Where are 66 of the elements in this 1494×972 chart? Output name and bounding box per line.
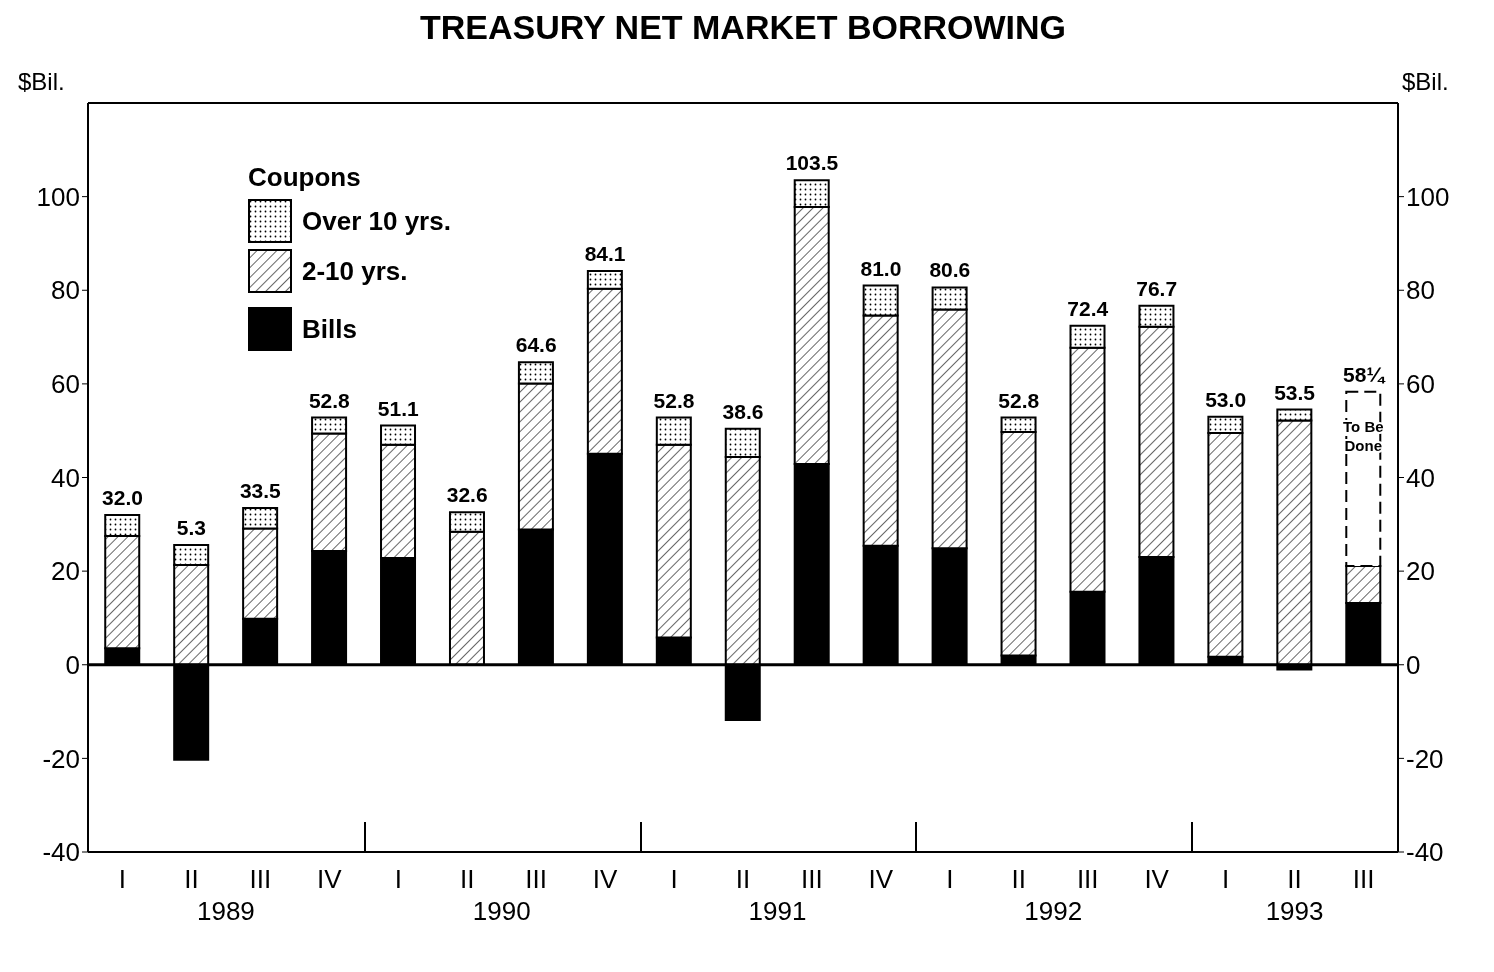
x-tick-label: I <box>394 864 402 894</box>
y-tick-label: 20 <box>51 556 80 587</box>
x-tick-label: II <box>459 864 475 894</box>
total-label: 52.8 <box>307 387 351 414</box>
x-tick-label: II <box>1287 864 1302 894</box>
x-tick-label: II <box>184 864 199 894</box>
total-label: 64.6 <box>514 332 558 359</box>
y-tick-label: 40 <box>51 462 80 493</box>
y2-tick-label: -20 <box>1406 743 1444 774</box>
total-label: 58¼ <box>1343 362 1384 386</box>
x-tick-label: III <box>525 864 547 894</box>
text: 1993 <box>1264 896 1325 927</box>
x-tick-label: IV <box>317 864 343 894</box>
legend-label: 2-10 yrs. <box>302 255 408 287</box>
total-label: 103.5 <box>784 150 840 177</box>
total-label: 5.3 <box>175 514 207 541</box>
y-tick-label: 0 <box>65 649 80 680</box>
y-tick-label: 80 <box>51 275 80 306</box>
x-tick-label: III <box>249 864 272 894</box>
y2-tick-label: 60 <box>1406 369 1435 400</box>
y-axis-title: $Bil. <box>18 68 65 96</box>
y-tick-label: -20 <box>42 743 80 774</box>
total-label: 76.7 <box>1135 275 1179 302</box>
legend-label: Over 10 yrs. <box>302 205 451 237</box>
text: 1992 <box>1023 896 1084 927</box>
total-label: 32.0 <box>102 485 143 509</box>
total-label: 52.8 <box>652 387 696 414</box>
x-tick-label: II <box>1011 864 1027 894</box>
chart-title: TREASURY NET MARKET BORROWING <box>419 8 1067 48</box>
y-tick-label: -40 <box>42 837 80 868</box>
x-tick-label: I <box>946 864 954 894</box>
total-label: 38.6 <box>721 398 765 425</box>
total-label: 72.4 <box>1066 295 1110 322</box>
legend-label: Bills <box>302 313 357 345</box>
x-tick-label: I <box>1222 864 1230 894</box>
total-label: 81.0 <box>859 255 903 282</box>
total-label: 32.6 <box>445 482 489 509</box>
y2-tick-label: 80 <box>1406 275 1435 306</box>
y2-tick-label: -40 <box>1406 837 1444 868</box>
y2-tick-label: 100 <box>1406 181 1450 212</box>
x-tick-label: III <box>801 864 823 894</box>
y2-axis-title: $Bil. <box>1402 68 1449 96</box>
y2-tick-label: 0 <box>1406 649 1421 680</box>
text: 1990 <box>471 896 532 927</box>
total-label: 53.5 <box>1273 379 1316 406</box>
x-tick-label: IV <box>868 864 894 894</box>
text: 1991 <box>747 896 808 927</box>
x-tick-label: I <box>670 864 678 894</box>
total-label: 51.1 <box>376 395 420 422</box>
y2-tick-label: 40 <box>1406 462 1435 493</box>
y-tick-label: 100 <box>36 181 80 212</box>
y-tick-label: 60 <box>51 369 80 400</box>
x-tick-label: III <box>1076 864 1099 894</box>
total-label: 80.6 <box>928 257 972 284</box>
x-tick-label: IV <box>1144 864 1170 894</box>
total-label: 53.0 <box>1204 386 1248 413</box>
x-tick-label: IV <box>592 864 619 894</box>
text: 1989 <box>195 896 256 927</box>
total-label: 84.1 <box>583 241 627 268</box>
y2-tick-label: 20 <box>1406 556 1435 587</box>
x-tick-label: III <box>1352 864 1375 894</box>
total-label: 33.5 <box>238 477 282 504</box>
x-tick-label: I <box>118 864 127 894</box>
total-label: 52.8 <box>997 387 1041 414</box>
legend-title: Coupons <box>248 162 362 193</box>
x-tick-label: II <box>735 864 751 894</box>
